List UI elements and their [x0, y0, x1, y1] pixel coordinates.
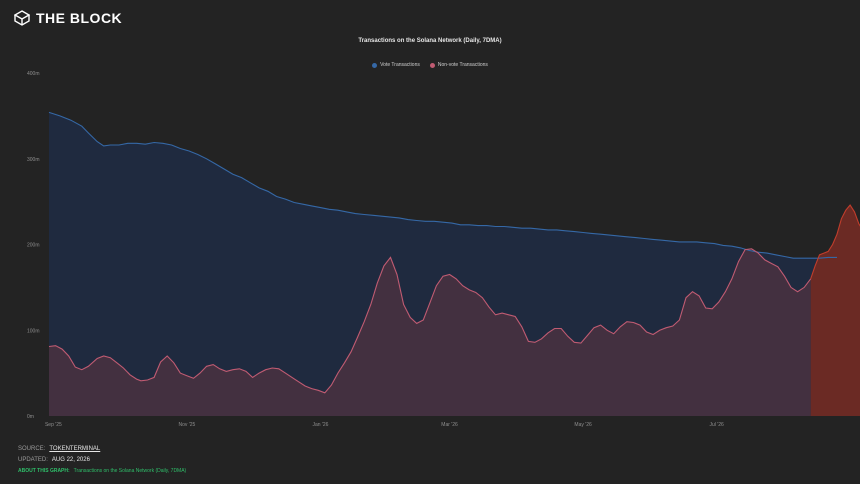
- y-tick-label: 0m: [27, 414, 34, 420]
- x-tick-label: Sep '25: [45, 422, 62, 428]
- source-link[interactable]: TOKENTERMINAL: [49, 446, 101, 452]
- about-label: ABOUT THIS GRAPH:: [18, 468, 70, 474]
- y-tick-label: 400m: [27, 71, 40, 77]
- nonvote-transactions-area: [49, 248, 811, 416]
- about-row: ABOUT THIS GRAPH: Transactions on the So…: [18, 466, 186, 477]
- source-row: SOURCE: TOKENTERMINAL: [18, 444, 186, 455]
- y-tick-label: 100m: [27, 328, 40, 334]
- vote-transactions-line[interactable]: [48, 111, 837, 259]
- legend-swatch-nonvote: [429, 62, 435, 68]
- legend-label-nonvote: Non-vote Transactions: [437, 62, 488, 68]
- legend-label-vote: Vote Transactions: [380, 62, 420, 68]
- updated-row: UPDATED: AUG 22, 2026: [18, 455, 186, 466]
- chart-legend: Vote Transactions Non-vote Transactions: [0, 62, 860, 68]
- brand-name: THE BLOCK: [36, 10, 123, 26]
- the-block-cube-icon: [14, 10, 30, 26]
- chart-footer: SOURCE: TOKENTERMINAL UPDATED: AUG 22, 2…: [18, 444, 186, 477]
- brand-logo[interactable]: THE BLOCK: [14, 10, 122, 26]
- x-tick-label: Jan '26: [312, 422, 328, 428]
- nonvote-recent-line[interactable]: [810, 204, 860, 279]
- chart-title: Transactions on the Solana Network (Dail…: [358, 38, 502, 44]
- legend-item-nonvote-transactions[interactable]: Non-vote Transactions: [429, 62, 488, 68]
- x-tick-label: Nov '25: [179, 422, 196, 428]
- y-tick-label: 300m: [27, 157, 40, 163]
- source-label: SOURCE:: [18, 446, 46, 452]
- legend-swatch-vote: [372, 62, 378, 68]
- x-tick-label: Mar '26: [441, 422, 458, 428]
- updated-date: AUG 22, 2026: [51, 457, 90, 463]
- x-tick-label: May '26: [574, 422, 592, 428]
- nonvote-transactions-line[interactable]: [48, 248, 812, 394]
- updated-label: UPDATED:: [18, 457, 48, 463]
- x-tick-label: Jul '26: [709, 422, 724, 428]
- legend-item-vote-transactions[interactable]: Vote Transactions: [372, 62, 420, 68]
- about-text: Transactions on the Solana Network (Dail…: [73, 468, 187, 474]
- y-tick-label: 200m: [27, 243, 40, 249]
